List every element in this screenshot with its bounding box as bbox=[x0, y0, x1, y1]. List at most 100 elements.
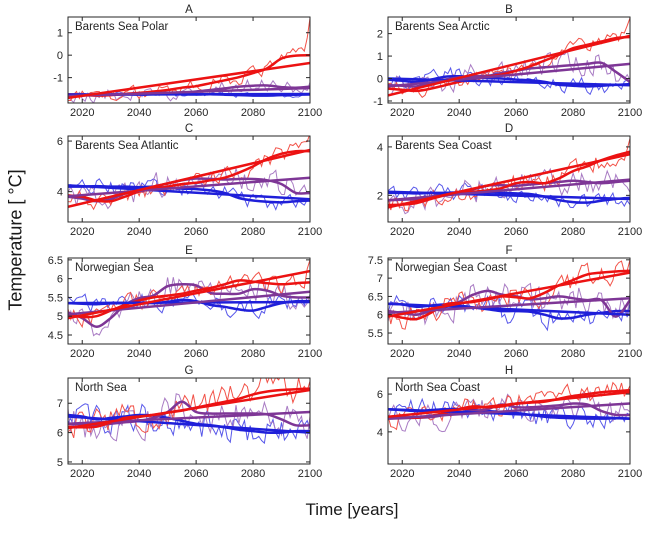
plot-area bbox=[68, 18, 310, 103]
y-axis-label: Temperature [ °C] bbox=[5, 169, 26, 311]
y-tick-label: 7.5 bbox=[368, 255, 383, 267]
red-smoothed-line bbox=[68, 149, 310, 203]
plot-area bbox=[388, 259, 630, 332]
y-tick-label: 5.5 bbox=[368, 328, 383, 340]
panel-G-chart: 2020 2040 2060 2080 2100 5 6 7 G North Sea bbox=[57, 365, 322, 480]
x-tick-label: 2020 bbox=[390, 107, 414, 119]
y-tick-label: 6 bbox=[57, 428, 63, 440]
x-tick-label: 2020 bbox=[70, 226, 94, 238]
x-tick-label: 2100 bbox=[618, 226, 642, 238]
red-smoothed-line bbox=[388, 35, 630, 93]
y-tick-label: -1 bbox=[53, 73, 63, 85]
plot-area bbox=[388, 138, 630, 215]
panel-E-chart: 2020 2040 2060 2080 2100 4.5 5 5.5 6 6.5 E Norwegia… bbox=[48, 245, 323, 360]
plot-area bbox=[388, 17, 630, 98]
blue-trend-line bbox=[388, 190, 630, 201]
y-tick-label: 0 bbox=[377, 74, 383, 86]
x-tick-label: 2040 bbox=[127, 107, 151, 119]
axis-ticks: 2020 2040 2060 2080 2100 -1 0 1 2 bbox=[373, 17, 642, 119]
x-tick-label: 2080 bbox=[561, 348, 585, 360]
purple-trend-line bbox=[388, 62, 630, 88]
plot-area bbox=[68, 378, 310, 445]
y-tick-label: 2 bbox=[377, 190, 383, 202]
panel-region-label: Norwegian Sea bbox=[75, 262, 154, 274]
axis-ticks: 2020 2040 2060 2080 2100 -1 0 1 bbox=[53, 17, 322, 119]
x-tick-label: 2060 bbox=[184, 348, 208, 360]
x-tick-label: 2020 bbox=[70, 348, 94, 360]
axis-ticks: 2020 2040 2060 2080 2100 5 6 7 bbox=[57, 378, 322, 480]
x-tick-label: 2060 bbox=[504, 226, 528, 238]
plot-area bbox=[68, 259, 310, 337]
y-tick-label: 6 bbox=[57, 274, 63, 286]
panel-region-label: Barents Sea Coast bbox=[395, 140, 492, 152]
y-tick-label: 7 bbox=[377, 273, 383, 285]
blue-trend-line bbox=[388, 407, 630, 420]
axes-box bbox=[387, 135, 631, 223]
x-tick-label: 2060 bbox=[184, 107, 208, 119]
x-tick-label: 2100 bbox=[618, 107, 642, 119]
red-trend-line bbox=[388, 152, 630, 209]
red-trend-line bbox=[68, 148, 310, 209]
x-tick-label: 2060 bbox=[184, 226, 208, 238]
x-tick-label: 2100 bbox=[618, 348, 642, 360]
x-tick-label: 2060 bbox=[504, 107, 528, 119]
purple-trend-line bbox=[68, 86, 310, 98]
red-smoothed-line bbox=[388, 269, 630, 321]
purple-trend-line bbox=[68, 176, 310, 198]
y-tick-label: -1 bbox=[373, 96, 383, 108]
x-tick-label: 2080 bbox=[241, 107, 265, 119]
purple-trend-line bbox=[388, 178, 630, 202]
x-tick-label: 2020 bbox=[70, 107, 94, 119]
x-tick-label: 2060 bbox=[184, 468, 208, 480]
purple-trend-line bbox=[388, 402, 630, 420]
blue-annual-line bbox=[388, 66, 630, 96]
y-tick-label: 1 bbox=[57, 28, 63, 40]
axis-ticks: 2020 2040 2060 2080 2100 5.5 6 6.5 7 7.5 bbox=[368, 255, 643, 360]
red-trend-line bbox=[388, 271, 630, 318]
axes-box bbox=[67, 135, 311, 223]
y-tick-label: 6.5 bbox=[48, 255, 63, 267]
blue-trend-line bbox=[68, 184, 310, 201]
x-tick-label: 2040 bbox=[127, 468, 151, 480]
panel-title-letter: E bbox=[185, 245, 193, 257]
axis-ticks: 2020 2040 2060 2080 2100 2 4 bbox=[377, 136, 642, 238]
x-tick-label: 2040 bbox=[447, 348, 471, 360]
panel-title-letter: H bbox=[505, 365, 513, 377]
red-trend-line bbox=[388, 390, 630, 418]
axis-ticks: 2020 2040 2060 2080 2100 4.5 5 5.5 6 6.5 bbox=[48, 255, 323, 360]
panel-region-label: North Sea bbox=[75, 382, 127, 394]
plot-area bbox=[68, 136, 310, 211]
x-tick-label: 2100 bbox=[618, 468, 642, 480]
x-tick-label: 2080 bbox=[561, 226, 585, 238]
panel-region-label: Barents Sea Polar bbox=[75, 21, 169, 33]
y-tick-label: 4 bbox=[57, 187, 63, 199]
x-tick-label: 2020 bbox=[390, 348, 414, 360]
red-trend-line bbox=[68, 269, 310, 320]
axes-box bbox=[387, 377, 631, 465]
x-tick-label: 2060 bbox=[504, 348, 528, 360]
x-tick-label: 2100 bbox=[298, 107, 322, 119]
y-tick-label: 6 bbox=[57, 136, 63, 148]
panel-D-chart: 2020 2040 2060 2080 2100 2 4 D Barents Sea Coast bbox=[377, 123, 642, 238]
purple-annual-line bbox=[388, 167, 630, 215]
y-tick-label: 4 bbox=[377, 142, 383, 154]
x-tick-label: 2040 bbox=[127, 226, 151, 238]
panel-F-chart: 2020 2040 2060 2080 2100 5.5 6 6.5 7 7.5 F Norwegia… bbox=[368, 245, 643, 360]
x-tick-label: 2020 bbox=[70, 468, 94, 480]
y-tick-label: 5.5 bbox=[48, 292, 63, 304]
x-tick-label: 2040 bbox=[447, 226, 471, 238]
red-annual-line bbox=[388, 17, 630, 98]
purple-smoothed-line bbox=[68, 282, 310, 328]
x-tick-label: 2040 bbox=[447, 468, 471, 480]
y-tick-label: 5 bbox=[57, 457, 63, 469]
x-tick-label: 2060 bbox=[504, 468, 528, 480]
axis-ticks: 2020 2040 2060 2080 2100 4 6 bbox=[57, 136, 322, 238]
y-tick-label: 1 bbox=[377, 51, 383, 63]
red-annual-line bbox=[68, 378, 310, 439]
x-tick-label: 2100 bbox=[298, 468, 322, 480]
panel-region-label: Norwegian Sea Coast bbox=[395, 262, 508, 274]
plot-area bbox=[388, 381, 630, 433]
y-tick-label: 6 bbox=[377, 389, 383, 401]
axes-box bbox=[67, 377, 311, 465]
panel-title-letter: A bbox=[185, 4, 193, 16]
